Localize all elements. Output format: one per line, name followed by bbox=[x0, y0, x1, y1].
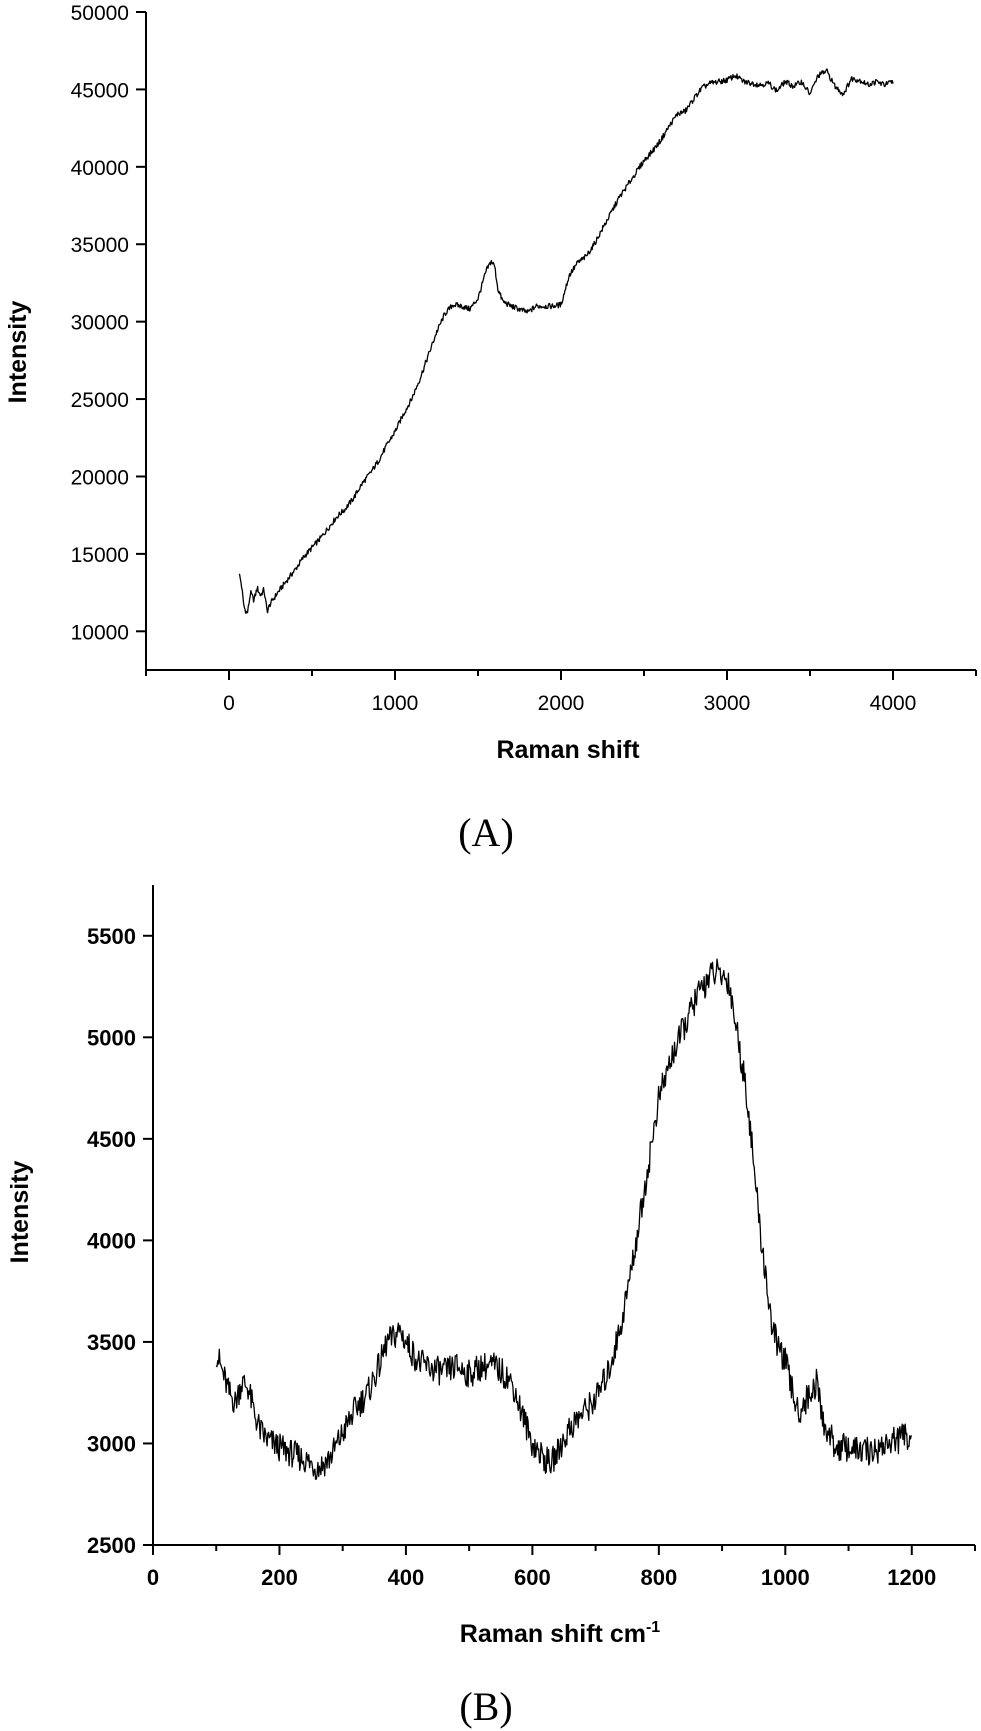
x-tick-label-a: 4000 bbox=[870, 692, 917, 715]
y-tick-label-b: 4000 bbox=[87, 1228, 136, 1253]
x-tick-label-b: 200 bbox=[261, 1565, 298, 1590]
series-line-a bbox=[238, 68, 894, 614]
y-tick-label-a: 50000 bbox=[71, 2, 129, 25]
x-axis-title-b-superscript: -1 bbox=[646, 1619, 660, 1636]
y-tick-label-b: 3000 bbox=[87, 1431, 136, 1456]
y-tick-label-a: 25000 bbox=[71, 389, 129, 412]
series-line-b bbox=[215, 958, 912, 1480]
x-tick-label-a: 2000 bbox=[538, 692, 585, 715]
y-tick-label-a: 10000 bbox=[71, 621, 129, 644]
x-tick-label-a: 0 bbox=[223, 692, 235, 715]
x-axis-title-b-main: Raman shift cm bbox=[460, 1620, 646, 1648]
y-tick-label-b: 2500 bbox=[87, 1533, 136, 1558]
x-tick-label-b: 400 bbox=[388, 1565, 425, 1590]
panel-label-b: (B) bbox=[459, 1684, 512, 1729]
y-tick-label-a: 45000 bbox=[71, 79, 129, 102]
y-tick-label-b: 4500 bbox=[87, 1127, 136, 1152]
x-tick-label-a: 1000 bbox=[372, 692, 419, 715]
x-axis-title-b: Raman shift cm-1 bbox=[460, 1619, 661, 1648]
y-tick-label-b: 3500 bbox=[87, 1330, 136, 1355]
y-axis-title-b: Intensity bbox=[6, 1161, 34, 1264]
x-tick-label-b: 800 bbox=[640, 1565, 677, 1590]
panel-label-a: (A) bbox=[458, 810, 514, 855]
x-tick-label-a: 3000 bbox=[704, 692, 751, 715]
y-tick-label-a: 30000 bbox=[71, 312, 129, 335]
x-tick-label-b: 600 bbox=[514, 1565, 551, 1590]
x-tick-label-b: 1000 bbox=[761, 1565, 810, 1590]
y-axis-title-a: Intensity bbox=[4, 301, 32, 404]
x-tick-label-b: 0 bbox=[147, 1565, 159, 1590]
y-tick-label-a: 35000 bbox=[71, 234, 129, 257]
y-tick-label-a: 15000 bbox=[71, 544, 129, 567]
chart-panel-b: 2500 3000 3500 4000 4500 5000 5500 0 200 400 600 8… bbox=[6, 885, 976, 1729]
y-tick-label-b: 5500 bbox=[87, 924, 136, 949]
y-tick-label-a: 20000 bbox=[71, 466, 129, 489]
y-tick-label-b: 5000 bbox=[87, 1025, 136, 1050]
x-tick-label-b: 1200 bbox=[887, 1565, 936, 1590]
x-axis-title-a: Raman shift bbox=[496, 736, 640, 764]
y-tick-label-a: 40000 bbox=[71, 157, 129, 180]
chart-panel-a: 1000015000200002500030000350004000045000… bbox=[4, 2, 977, 855]
